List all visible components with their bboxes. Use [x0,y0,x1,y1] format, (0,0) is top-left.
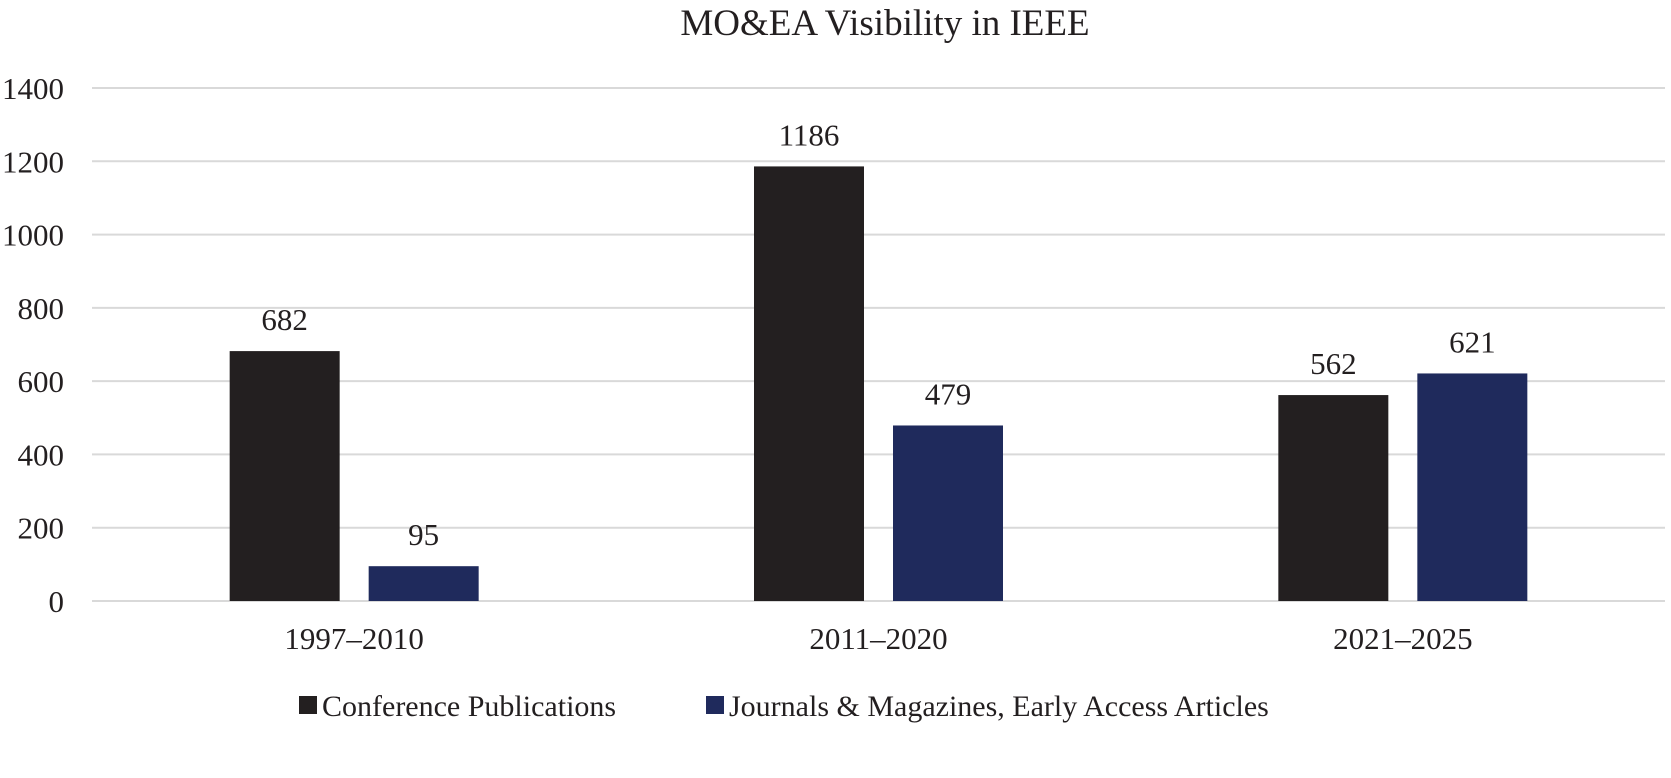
x-category-label: 2021–2025 [1333,621,1473,656]
legend: Conference Publications Journals & Magazi… [299,690,1269,723]
gridlines [92,87,1665,602]
bar-conference-2 [1278,395,1389,601]
y-tick-label: 1200 [2,144,64,179]
bar-journals-1 [893,425,1003,601]
data-labels: 682 95 1186 479 562 621 [261,117,1495,552]
chart-title: MO&EA Visibility in IEEE [680,3,1089,44]
y-tick-label: 400 [18,437,65,472]
y-tick-label: 200 [18,511,65,546]
data-label: 621 [1449,324,1496,359]
bar-journals-0 [368,566,479,601]
y-axis-ticks: 0 200 400 600 800 1000 1200 1400 [2,71,64,619]
y-tick-label: 1000 [2,218,64,253]
data-label: 95 [408,517,439,552]
legend-swatch-conference [299,696,317,714]
legend-label-journals: Journals & Magazines, Early Access Artic… [729,690,1269,723]
y-tick-label: 800 [18,291,65,326]
bar-journals-2 [1417,373,1528,601]
x-axis-categories: 1997–2010 2011–2020 2021–2025 [284,621,1472,656]
y-tick-label: 1400 [2,71,64,106]
x-category-label: 2011–2020 [809,621,947,656]
legend-swatch-journals [706,696,724,714]
legend-label-conference: Conference Publications [322,690,616,723]
bar-conference-1 [754,166,864,601]
data-label: 479 [925,376,972,411]
y-tick-label: 600 [18,364,65,399]
bar-conference-0 [229,351,340,601]
y-tick-label: 0 [49,584,65,619]
data-label: 1186 [779,117,840,152]
data-label: 682 [261,302,308,337]
bars [229,166,1528,601]
data-label: 562 [1310,346,1357,381]
x-category-label: 1997–2010 [284,621,424,656]
